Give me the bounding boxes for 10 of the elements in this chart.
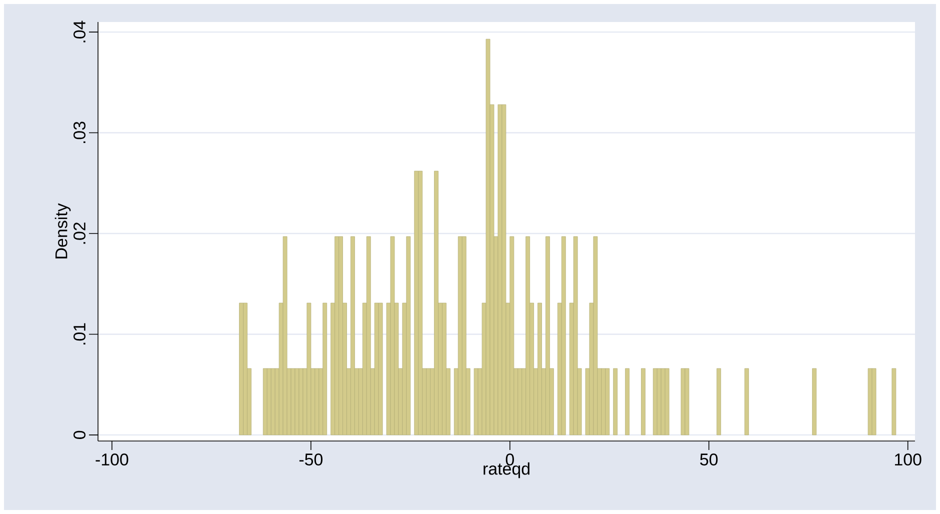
y-tick-label: 0 <box>73 430 86 439</box>
x-tick-label: -100 <box>96 454 128 466</box>
y-tick-label: .03 <box>73 122 86 144</box>
y-tick-label: .01 <box>73 323 86 344</box>
y-tick-label: .02 <box>73 222 86 244</box>
x-tick-label: 100 <box>895 454 922 466</box>
y-tick-label: .04 <box>73 20 86 42</box>
x-tick-label: -50 <box>299 454 322 466</box>
y-axis-title: Density <box>54 203 71 258</box>
x-tick-label: 50 <box>700 454 718 466</box>
